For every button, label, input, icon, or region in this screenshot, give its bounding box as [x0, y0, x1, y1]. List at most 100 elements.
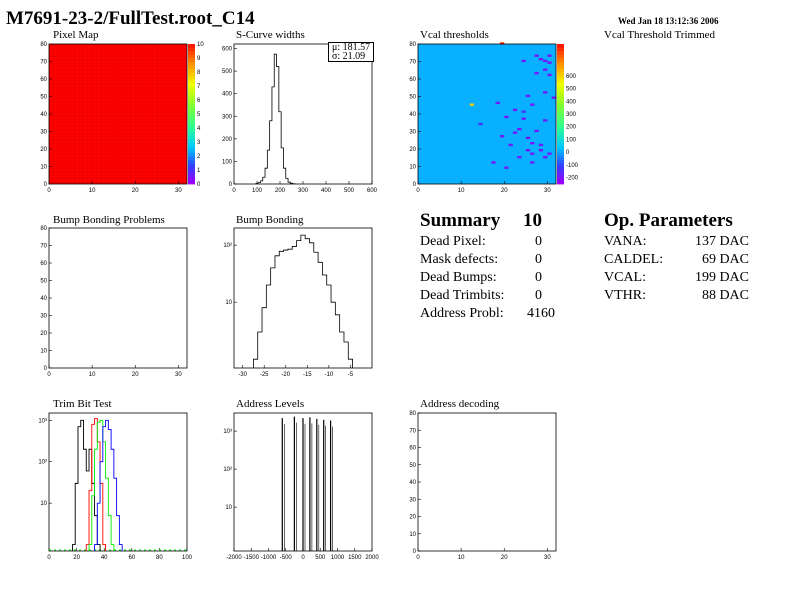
address_levels-ytick-label: 10	[225, 505, 232, 511]
op-param-label: CALDEL:	[604, 252, 664, 267]
bump-title: Bump Bonding	[236, 214, 304, 226]
pixel_map-colorbar-cell	[188, 177, 195, 181]
pixel_map-colorbar-cell	[188, 68, 195, 73]
vcal-outlier-pixel	[551, 96, 556, 99]
op-param-value: 199 DAC	[694, 270, 749, 285]
address_levels-xtick-label: 0	[301, 555, 305, 561]
pixel_map-colorbar-cell	[188, 96, 195, 101]
bump_problems-xtick-label: 30	[175, 372, 182, 378]
vcal-outlier-pixel	[512, 131, 518, 134]
pixel_map-colorbar-cell	[188, 100, 195, 104]
bump_problems-ytick-label: 40	[40, 296, 47, 302]
vcal-ytick-label: 30	[409, 130, 416, 136]
address-decoding-title: Address decoding	[420, 398, 500, 410]
vcal-outlier-pixel	[469, 103, 475, 106]
pixel_map-colorbar-cell	[188, 75, 195, 80]
vcal-outlier-pixel	[517, 156, 522, 159]
bump-xtick-label: -25	[260, 372, 269, 378]
pixel_map-colorbar-cell	[188, 149, 195, 153]
summary-label: Dead Pixel:	[420, 234, 486, 249]
vcal-colorbar-cell	[557, 86, 564, 90]
scurve-frame	[233, 43, 373, 185]
vcal-outlier-pixel	[504, 115, 509, 119]
vcal-colorbar-cell	[557, 121, 564, 125]
summary-label: Dead Trimbits:	[420, 288, 505, 303]
vcal-colorbar-label: 400	[566, 99, 577, 105]
pixel_map-colorbar-cell	[188, 61, 195, 66]
pixel_map-colorbar-cell	[188, 180, 195, 185]
summary-value: 4160	[527, 306, 555, 321]
pixel-map-title: Pixel Map	[53, 29, 99, 41]
scurve-ytick-label: 100	[222, 159, 233, 165]
pixel_map-ytick-label: 80	[40, 42, 47, 48]
vcal-outlier-pixel	[547, 61, 552, 64]
address_decoding-xtick-label: 30	[544, 555, 551, 561]
pixel_map-colorbar-cell	[188, 131, 195, 136]
pixel_map-colorbar-cell	[188, 79, 195, 83]
address_decoding-ytick-label: 60	[409, 446, 416, 452]
pixel_map-ytick-label: 60	[40, 77, 47, 83]
trim-ytick-label: 10	[40, 501, 47, 507]
vcal-colorbar-cell	[557, 159, 564, 164]
vcal-colorbar-label: 200	[566, 125, 577, 131]
bump_problems-frame	[48, 227, 188, 369]
trim-xtick-label: 60	[128, 555, 135, 561]
address_decoding-ytick-label: 50	[409, 463, 416, 469]
vcal-outlier-pixel	[517, 128, 522, 131]
bump-histogram	[253, 234, 353, 368]
vcal-colorbar-cell	[557, 110, 564, 115]
vcal-outlier-pixel	[525, 94, 531, 98]
vcal-ytick-label: 0	[413, 182, 417, 188]
vcal-outlier-pixel	[530, 103, 535, 106]
vcal-colorbar-cell	[557, 142, 564, 146]
vcal-outlier-pixel	[538, 58, 544, 61]
vcal-colorbar-cell	[557, 68, 564, 73]
address_levels-xtick-label: 2000	[365, 555, 379, 561]
vcal-colorbar-cell	[557, 170, 564, 174]
address_decoding-ytick-label: 10	[409, 532, 416, 538]
pixel_map-colorbar-label: 1	[197, 168, 201, 174]
vcal-outlier-pixel	[543, 119, 548, 122]
vcal-outlier-pixel	[547, 152, 552, 155]
pixel_map-ytick-label: 10	[40, 165, 47, 171]
pixel_map-colorbar-cell	[188, 54, 195, 59]
scurve-histogram	[255, 53, 296, 185]
pixel_map-colorbar-label: 7	[197, 84, 201, 90]
vcal-colorbar-label: 0	[566, 150, 570, 156]
address_decoding-xtick-label: 10	[458, 555, 465, 561]
vcal-colorbar-label: 300	[566, 112, 577, 118]
vcal-colorbar-cell	[557, 61, 564, 66]
vcal-colorbar-cell	[557, 65, 564, 69]
vcal-outlier-pixel	[499, 42, 505, 45]
scurve-xtick-label: 100	[252, 188, 263, 194]
bump_problems-ytick-label: 30	[40, 314, 47, 320]
vcal-colorbar-label: 500	[566, 87, 577, 93]
pixel_map-colorbar-cell	[188, 110, 195, 115]
bump-xtick-label: -5	[348, 372, 354, 378]
pixel_map-colorbar-cell	[188, 114, 195, 118]
vcal-colorbar-cell	[557, 166, 564, 171]
page-title: M7691-23-2/FullTest.root_C14	[6, 8, 255, 29]
address_decoding-ytick-label: 40	[409, 480, 416, 486]
vcal-colorbar-cell	[557, 79, 564, 83]
vcal-outlier-pixel	[543, 59, 548, 63]
bump_problems-ytick-label: 70	[40, 244, 47, 250]
vcal-ytick-label: 20	[409, 147, 416, 153]
vcal-outlier-pixel	[538, 143, 544, 147]
bump_problems-ytick-label: 60	[40, 261, 47, 267]
vcal-colorbar-cell	[557, 93, 564, 97]
vcal-colorbar-label: 600	[566, 74, 577, 80]
scurve-ytick-label: 0	[229, 182, 233, 188]
address_levels-ytick-label: 10²	[223, 467, 232, 473]
pixel_map-colorbar-cell	[188, 103, 195, 108]
pixel_map-colorbar-cell	[188, 44, 195, 48]
vcal-colorbar-cell	[557, 58, 564, 62]
summary-label: Address Probl:	[420, 306, 504, 321]
trim-series-0	[72, 419, 101, 551]
vcal-colorbar-cell	[557, 47, 564, 52]
vcal-outlier-pixel	[534, 129, 539, 133]
pixel_map-colorbar-cell	[188, 65, 195, 69]
vcal-ytick-label: 60	[409, 77, 416, 83]
address_decoding-ytick-label: 80	[409, 411, 416, 417]
scurve-sigma: σ: 21.09	[332, 51, 366, 62]
